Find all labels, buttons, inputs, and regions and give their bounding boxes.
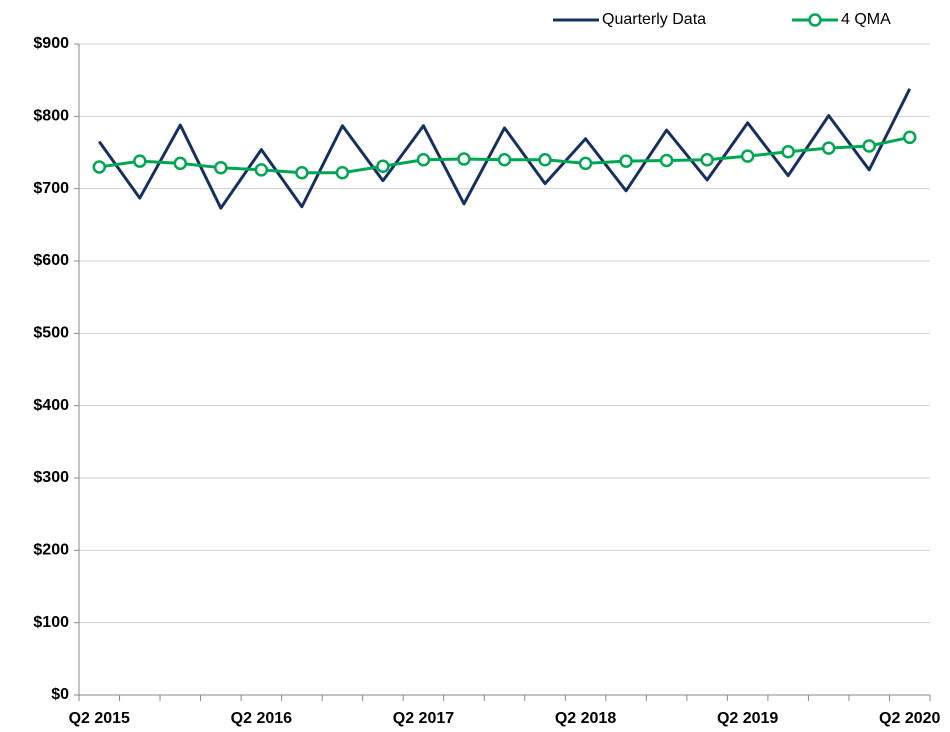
y-tick-label: $100 xyxy=(33,614,69,631)
series-marker xyxy=(619,154,633,168)
series-marker xyxy=(781,145,795,159)
series-line xyxy=(98,88,912,210)
y-tick-label: $600 xyxy=(33,252,69,269)
series-marker xyxy=(92,160,107,174)
series-marker xyxy=(335,166,350,180)
series-marker xyxy=(700,152,714,167)
y-tick-label: $900 xyxy=(33,35,69,52)
series-marker xyxy=(740,149,755,163)
series-marker xyxy=(173,156,188,171)
legend-label: Quarterly Data xyxy=(602,11,706,28)
x-tick-label: Q2 2018 xyxy=(555,710,616,727)
series-marker xyxy=(821,141,836,155)
series-marker xyxy=(214,160,228,175)
series-marker xyxy=(254,163,269,177)
y-tick-label: $300 xyxy=(33,469,69,486)
y-tick-label: $800 xyxy=(33,108,69,125)
series-marker xyxy=(659,153,674,168)
series-marker xyxy=(376,159,390,173)
series-marker xyxy=(457,152,471,166)
y-tick-label: $700 xyxy=(33,180,69,197)
x-tick-label: Q2 2015 xyxy=(69,710,130,727)
y-tick-label: $500 xyxy=(33,325,69,342)
y-tick-label: $400 xyxy=(33,397,69,414)
series-marker xyxy=(416,152,431,167)
series-marker xyxy=(497,152,512,167)
x-tick-label: Q2 2016 xyxy=(231,710,292,727)
series-marker xyxy=(133,154,147,168)
legend-label: 4 QMA xyxy=(841,11,891,28)
x-tick-label: Q2 2019 xyxy=(717,710,778,727)
series-marker xyxy=(862,139,876,153)
series-marker xyxy=(902,130,917,145)
legend-marker xyxy=(808,13,822,27)
x-tick-label: Q2 2017 xyxy=(393,710,454,727)
y-tick-label: $200 xyxy=(33,542,69,559)
series-marker xyxy=(578,156,593,171)
series-marker xyxy=(295,166,309,180)
series-marker xyxy=(538,152,552,167)
x-tick-label: Q2 2020 xyxy=(879,710,940,727)
y-tick-label: $0 xyxy=(51,686,69,703)
